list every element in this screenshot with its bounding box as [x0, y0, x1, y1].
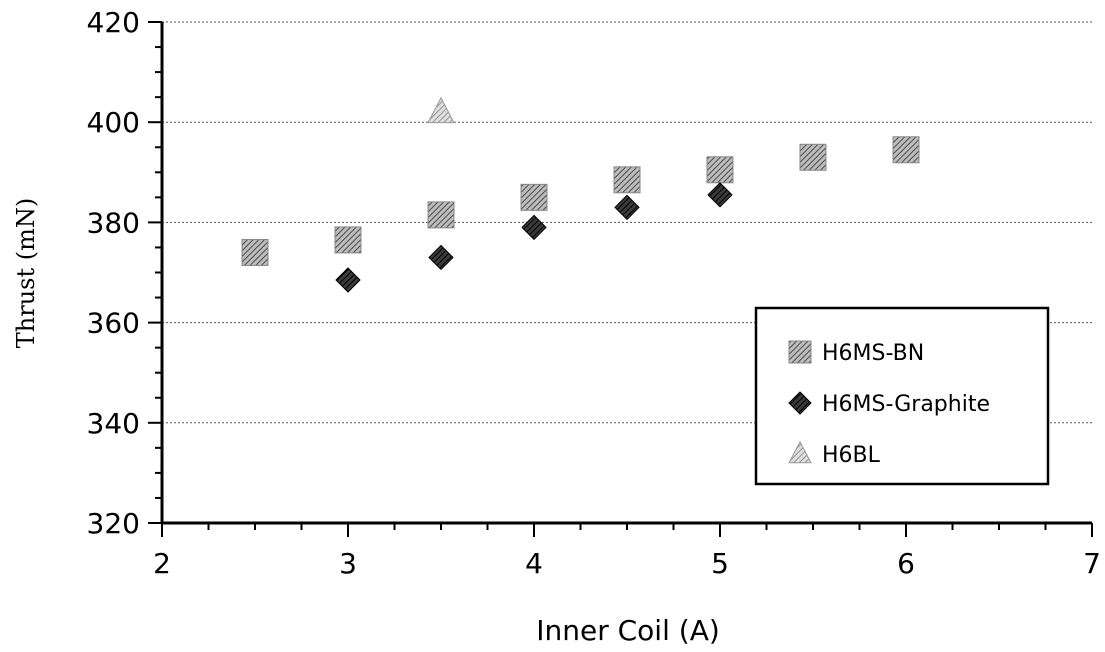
point-h6ms-bn-3 [520, 183, 548, 211]
point-h6ms-bn-6 [799, 143, 827, 171]
x-tick-label-3: 3 [339, 547, 357, 580]
legend-label-2: H6BL [822, 443, 881, 468]
point-h6ms-graphite-2 [521, 214, 547, 241]
x-tick-label-7: 7 [1083, 547, 1101, 580]
legend-label-0: H6MS-BN [822, 341, 924, 366]
x-tick-label-4: 4 [525, 547, 543, 580]
legend-marker-1 [788, 391, 812, 415]
y-tick-label-420: 420 [87, 6, 140, 39]
point-h6ms-graphite-4 [707, 182, 733, 208]
y-tick-label-380: 380 [87, 206, 140, 239]
point-h6ms-bn-5 [706, 156, 734, 184]
legend: H6MS-BN H6MS-Graphite H6BL [754, 306, 1050, 486]
point-h6ms-bn-7 [892, 136, 920, 164]
point-h6ms-bn-4 [613, 166, 641, 194]
grid-lines [162, 21, 1092, 424]
y-tick-label-360: 360 [87, 307, 140, 340]
tick-labels: 320 340 360 380 400 420 2 3 4 5 6 7 [87, 6, 1101, 580]
x-axis-label: Inner Coil (A) [536, 614, 720, 647]
data-points [241, 96, 920, 293]
y-tick-label-320: 320 [87, 507, 140, 540]
legend-label-1: H6MS-Graphite [822, 392, 990, 417]
legend-marker-2 [788, 440, 812, 464]
legend-marker-0 [788, 340, 812, 364]
x-tick-label-2: 2 [153, 547, 171, 580]
axes [148, 21, 1093, 537]
point-h6ms-bn-2 [427, 201, 455, 229]
x-tick-label-5: 5 [711, 547, 729, 580]
y-tick-label-340: 340 [87, 407, 140, 440]
point-h6ms-graphite-3 [614, 194, 640, 221]
point-h6ms-graphite-1 [428, 244, 454, 271]
point-h6bl-0 [427, 96, 455, 124]
point-h6ms-bn-0 [241, 238, 269, 266]
point-h6ms-graphite-0 [335, 267, 361, 293]
y-axis-label: Thrust (mN) [12, 198, 40, 348]
point-h6ms-bn-1 [334, 226, 362, 254]
y-tick-label-400: 400 [87, 106, 140, 139]
x-tick-label-6: 6 [897, 547, 915, 580]
